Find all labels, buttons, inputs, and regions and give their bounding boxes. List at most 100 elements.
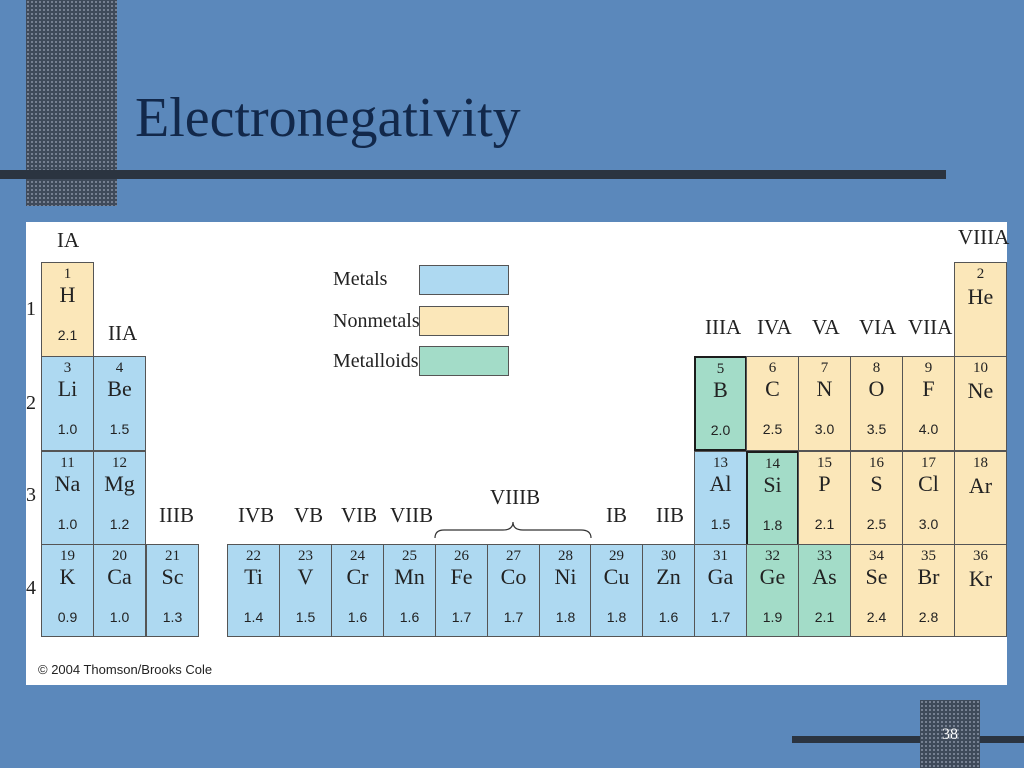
element-cell-se: 34 Se 2.4 (850, 544, 903, 637)
electronegativity-value: 2.1 (57, 327, 78, 343)
electronegativity-value: 1.0 (57, 516, 78, 532)
element-symbol: Ga (707, 564, 734, 589)
atomic-number: 12 (112, 455, 127, 471)
element-symbol: Al (709, 471, 732, 496)
element-symbol: V (297, 564, 314, 589)
atomic-number: 18 (973, 455, 988, 471)
electronegativity-value: 2.8 (918, 609, 939, 625)
atomic-number: 25 (402, 548, 417, 564)
element-cell-mg: 12 Mg 1.2 (93, 451, 146, 546)
group-label-vb: VB (294, 503, 324, 527)
group-label-ib: IB (606, 503, 627, 527)
electronegativity-value: 1.6 (658, 609, 679, 625)
electronegativity-value: 3.5 (866, 421, 887, 437)
electronegativity-value: 1.0 (109, 609, 130, 625)
period-label-4: 4 (26, 577, 36, 599)
element-cell-ge: 32 Ge 1.9 (746, 544, 799, 637)
element-symbol: Ge (759, 564, 786, 589)
electronegativity-value: 1.5 (109, 421, 130, 437)
element-symbol: Zn (656, 564, 681, 589)
electronegativity-value: 3.0 (918, 516, 939, 532)
element-cell-cu: 29 Cu 1.8 (590, 544, 643, 637)
period-label-3: 3 (26, 484, 36, 506)
atomic-number: 19 (60, 548, 75, 564)
element-cell-k: 19 K 0.9 (41, 544, 94, 637)
element-symbol: Co (500, 564, 527, 589)
electronegativity-value: 1.7 (710, 609, 731, 625)
element-cell-na: 11 Na 1.0 (41, 451, 94, 546)
element-symbol: Si (763, 472, 782, 497)
element-symbol: Br (917, 564, 940, 589)
element-cell-si: 14 Si 1.8 (746, 451, 799, 546)
group-label-iib: IIB (656, 503, 684, 527)
element-cell-cl: 17 Cl 3.0 (902, 451, 955, 546)
electronegativity-value: 1.6 (347, 609, 368, 625)
element-symbol: P (818, 471, 831, 496)
atomic-number: 30 (661, 548, 676, 564)
element-symbol: C (765, 376, 780, 401)
atomic-number: 5 (716, 361, 725, 377)
element-symbol: B (713, 377, 728, 402)
element-symbol: H (59, 282, 76, 307)
element-symbol: Kr (968, 566, 993, 591)
atomic-number: 10 (973, 360, 988, 376)
atomic-number: 22 (246, 548, 261, 564)
group-label-iiib: IIIB (159, 503, 194, 527)
electronegativity-value: 3.0 (814, 421, 835, 437)
atomic-number: 14 (765, 456, 780, 472)
group-label-ivb: IVB (238, 503, 275, 527)
element-cell-n: 7 N 3.0 (798, 356, 851, 451)
element-symbol: Ar (968, 473, 993, 498)
electronegativity-value: 1.6 (399, 609, 420, 625)
element-cell-ga: 31 Ga 1.7 (694, 544, 747, 637)
atomic-number: 11 (60, 455, 75, 471)
element-symbol: Ti (244, 564, 263, 589)
element-symbol: Mg (104, 471, 135, 496)
element-symbol: Cu (603, 564, 630, 589)
element-cell-f: 9 F 4.0 (902, 356, 955, 451)
element-cell-he: 2 He (954, 262, 1007, 357)
legend-swatch-nonmetals (419, 306, 509, 336)
legend-swatch-metals (419, 265, 509, 295)
electronegativity-value: 1.8 (762, 517, 783, 533)
element-symbol: Ni (554, 564, 577, 589)
element-symbol: Na (54, 471, 81, 496)
atomic-number: 23 (298, 548, 313, 564)
element-symbol: He (967, 284, 994, 309)
element-cell-be: 4 Be 1.5 (93, 356, 146, 451)
footer-rule-bar (792, 736, 1024, 743)
element-cell-s: 16 S 2.5 (850, 451, 903, 546)
atomic-number: 29 (609, 548, 624, 564)
element-symbol: O (868, 376, 885, 401)
electronegativity-value: 2.5 (866, 516, 887, 532)
element-cell-al: 13 Al 1.5 (694, 451, 747, 546)
atomic-number: 32 (765, 548, 780, 564)
group-label-viiia: VIIIA (958, 225, 1010, 249)
atomic-number: 21 (165, 548, 180, 564)
group-label-ia: IA (57, 228, 80, 252)
electronegativity-value: 1.8 (606, 609, 627, 625)
element-cell-p: 15 P 2.1 (798, 451, 851, 546)
element-cell-br: 35 Br 2.8 (902, 544, 955, 637)
electronegativity-value: 2.0 (710, 422, 731, 438)
electronegativity-value: 1.3 (162, 609, 183, 625)
electronegativity-value: 1.8 (555, 609, 576, 625)
element-symbol: S (870, 471, 883, 496)
element-symbol: Ca (107, 564, 132, 589)
electronegativity-value: 1.7 (503, 609, 524, 625)
element-cell-as: 33 As 2.1 (798, 544, 851, 637)
atomic-number: 17 (921, 455, 936, 471)
element-cell-ne: 10 Ne (954, 356, 1007, 451)
legend-label-metalloids: Metalloids (333, 350, 419, 372)
element-cell-cr: 24 Cr 1.6 (331, 544, 384, 637)
atomic-number: 28 (558, 548, 573, 564)
element-cell-mn: 25 Mn 1.6 (383, 544, 436, 637)
element-cell-ti: 22 Ti 1.4 (227, 544, 280, 637)
electronegativity-value: 1.5 (710, 516, 731, 532)
group-label-vib: VIB (341, 503, 378, 527)
element-symbol: As (812, 564, 837, 589)
page-number: 38 (942, 726, 958, 743)
element-cell-b: 5 B 2.0 (694, 356, 747, 451)
slide-title: Electronegativity (135, 87, 521, 149)
atomic-number: 1 (63, 266, 72, 282)
